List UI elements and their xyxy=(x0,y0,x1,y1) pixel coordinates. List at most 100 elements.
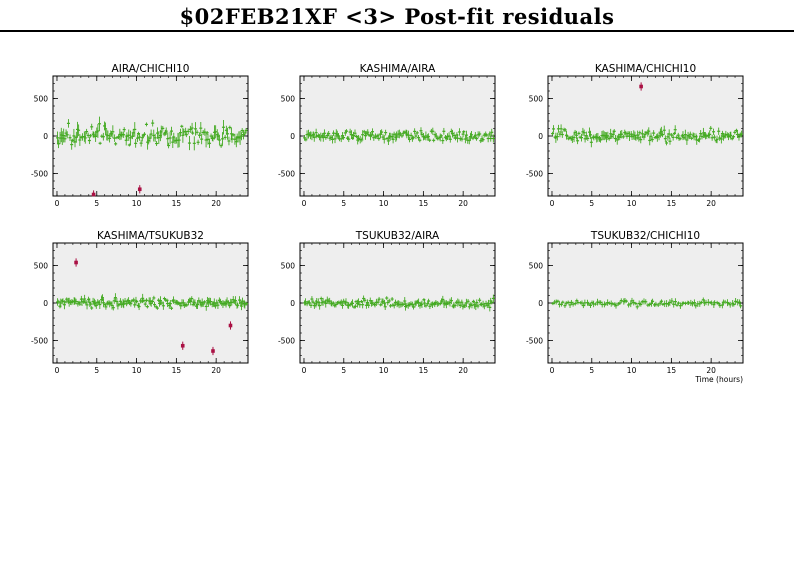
residual-point xyxy=(129,300,133,307)
residual-point xyxy=(68,134,72,141)
residual-point xyxy=(221,120,225,135)
residual-point xyxy=(730,136,734,141)
residual-point xyxy=(403,297,407,306)
residual-point xyxy=(382,134,386,144)
residual-point xyxy=(488,131,492,137)
residual-point xyxy=(90,306,94,310)
residual-point xyxy=(464,298,468,308)
residual-point xyxy=(739,303,743,309)
residual-point xyxy=(106,300,110,306)
residual-point xyxy=(342,135,346,140)
residual-point xyxy=(309,302,313,308)
x-tick-label: 5 xyxy=(341,366,346,375)
residual-point xyxy=(646,303,650,308)
residual-point xyxy=(337,300,341,305)
residual-point xyxy=(200,134,204,145)
residual-point xyxy=(180,124,184,128)
residual-point xyxy=(719,134,723,144)
residual-point xyxy=(676,132,680,138)
x-tick-label: 5 xyxy=(94,366,99,375)
residual-point xyxy=(165,298,169,302)
residual-point xyxy=(172,132,176,142)
y-tick-label: 0 xyxy=(538,299,543,308)
residual-point xyxy=(616,302,620,306)
residual-point xyxy=(193,299,197,307)
x-tick-label: 10 xyxy=(627,199,637,208)
residual-point xyxy=(206,133,210,145)
residual-point xyxy=(489,135,493,142)
residual-point xyxy=(192,136,196,151)
residual-point xyxy=(470,302,474,309)
residual-point xyxy=(683,301,687,306)
residual-point xyxy=(391,135,395,144)
point-marker xyxy=(74,260,78,265)
flagged-point xyxy=(137,185,142,194)
residual-point xyxy=(644,299,648,305)
residual-point xyxy=(486,134,490,143)
y-tick-label: 500 xyxy=(281,262,296,271)
residual-point xyxy=(318,301,322,310)
y-tick-label: -500 xyxy=(278,337,295,346)
residual-point xyxy=(621,134,625,139)
residual-point xyxy=(670,132,674,138)
residual-point xyxy=(565,134,569,138)
residual-point xyxy=(580,133,584,142)
residual-point xyxy=(161,125,165,131)
residual-point xyxy=(474,136,478,141)
x-tick-label: 0 xyxy=(302,366,307,375)
residual-point xyxy=(230,135,234,143)
residual-point xyxy=(371,299,375,306)
residual-point xyxy=(72,128,76,143)
residual-point xyxy=(681,131,685,141)
residual-point xyxy=(573,301,577,306)
point-marker xyxy=(137,187,142,192)
residual-point xyxy=(639,302,643,307)
residual-point xyxy=(324,135,328,140)
residual-point xyxy=(460,299,464,305)
residual-point xyxy=(328,297,332,305)
residual-point xyxy=(166,299,170,308)
residual-point xyxy=(655,133,659,142)
residual-point xyxy=(467,136,471,145)
residual-point xyxy=(231,133,235,137)
residual-point xyxy=(383,303,387,310)
residual-point xyxy=(570,135,574,143)
residual-point xyxy=(419,127,423,135)
residual-point xyxy=(83,132,87,144)
residual-point xyxy=(612,129,616,134)
residual-point xyxy=(482,302,486,310)
flagged-point xyxy=(211,346,215,356)
residual-point xyxy=(632,299,636,306)
residual-point xyxy=(410,301,414,308)
residual-point xyxy=(551,301,555,306)
residual-point xyxy=(182,303,186,309)
residual-point xyxy=(74,131,78,143)
residual-point xyxy=(367,133,371,137)
residual-point xyxy=(478,131,482,137)
residual-point xyxy=(652,130,656,137)
y-tick-label: -500 xyxy=(526,170,543,179)
residual-point xyxy=(327,130,331,137)
residual-point xyxy=(127,129,131,141)
residual-point xyxy=(221,132,225,146)
residual-point xyxy=(85,300,89,310)
residual-point xyxy=(738,299,742,305)
residual-point xyxy=(310,131,314,141)
residual-point xyxy=(385,296,389,300)
residual-point xyxy=(665,140,669,146)
residual-point xyxy=(462,130,466,134)
residual-point xyxy=(431,127,435,135)
x-tick-label: 20 xyxy=(458,199,468,208)
residual-point xyxy=(171,136,175,149)
residual-point xyxy=(377,296,381,302)
residual-point xyxy=(673,125,677,135)
residual-point xyxy=(65,297,69,301)
residual-point xyxy=(490,128,494,136)
residual-point xyxy=(372,134,376,141)
residual-point xyxy=(354,299,358,304)
residual-point xyxy=(386,136,390,146)
residual-point xyxy=(619,298,623,303)
residual-point xyxy=(573,129,577,135)
residual-point xyxy=(102,298,106,308)
residual-point xyxy=(98,141,102,145)
